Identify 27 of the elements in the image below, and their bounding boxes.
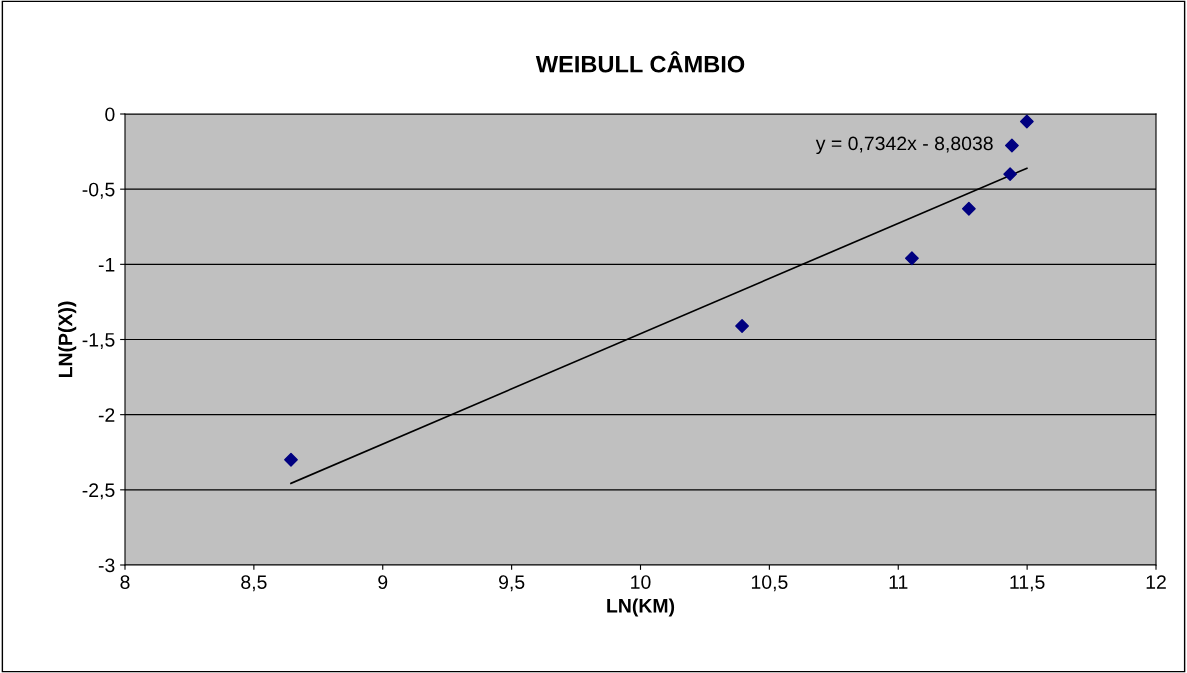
point bbox=[735, 319, 749, 333]
point bbox=[1019, 114, 1034, 129]
x-tick-label: 12 bbox=[1146, 575, 1166, 589]
y-tick-label: -2,5 bbox=[82, 483, 115, 500]
x-tick-label: 11 bbox=[889, 575, 908, 589]
point bbox=[961, 201, 976, 216]
x-tick-label: 10 bbox=[631, 575, 651, 589]
x-tick-label: 9,5 bbox=[499, 575, 525, 592]
x-tick-label: 10,5 bbox=[751, 575, 788, 592]
y-tick-label: -2 bbox=[98, 408, 115, 422]
point bbox=[1003, 167, 1018, 182]
y-tick-label: -1 bbox=[98, 258, 115, 272]
x-tick-label: 8 bbox=[120, 575, 130, 589]
annotation: y = 0,7342x - 8,8038 bbox=[815, 136, 993, 155]
point bbox=[284, 452, 298, 467]
x-axis-title: LN(KM) bbox=[607, 598, 675, 617]
y-tick-label: 0 bbox=[105, 107, 115, 122]
x-tick-label: 8,5 bbox=[241, 575, 267, 592]
y-axis-title: LN(P(X)) bbox=[58, 301, 77, 378]
point bbox=[905, 251, 919, 266]
y-tick-label: -0,5 bbox=[82, 182, 115, 199]
y-tick-label: -1,5 bbox=[82, 333, 115, 350]
chart-title: WEIBULL CÂMBIO bbox=[535, 51, 745, 73]
y-tick-label: -3 bbox=[98, 558, 115, 573]
point bbox=[1005, 138, 1019, 153]
x-tick-label: 9 bbox=[378, 575, 388, 589]
x-tick-label: 11,5 bbox=[1010, 575, 1045, 592]
